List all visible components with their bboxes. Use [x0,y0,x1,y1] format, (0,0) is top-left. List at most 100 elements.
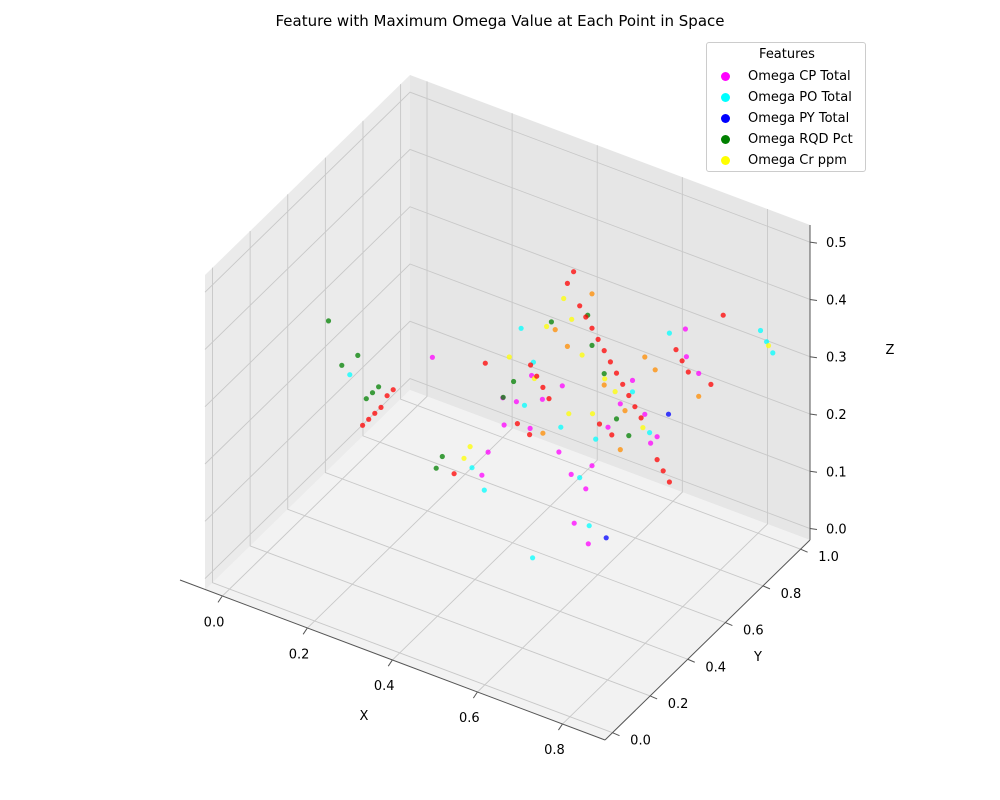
data-point [501,422,507,428]
z-tick [809,413,818,416]
y-tick [687,658,695,663]
data-point [548,319,555,325]
axis-panes [205,75,810,740]
data-point [617,447,623,453]
data-point [601,371,607,377]
data-point [433,465,439,471]
x-grid-line [391,145,598,661]
data-point [514,421,521,427]
data-point [679,358,685,364]
legend-item: Omega PY Total [721,109,849,127]
z-grid-line [204,91,811,293]
data-point [765,343,772,349]
y-tick [612,732,620,737]
data-point [596,421,603,427]
x-tick [558,723,563,731]
data-point [708,381,714,387]
data-point [682,326,689,332]
legend-label: Omega PO Total [748,89,852,105]
data-point [544,323,550,330]
y-tick-label: 0.8 [781,587,802,602]
data-point [461,455,467,461]
data-point [626,392,632,399]
data-point [605,424,611,430]
data-point [720,312,726,318]
data-point [595,336,601,342]
data-point [589,411,596,417]
z-tick-label: 0.5 [826,236,847,251]
legend-item: Omega RQD Pct [721,130,853,148]
data-point [666,479,673,485]
data-point [556,449,562,455]
z-grid-line [204,320,811,522]
data-point [652,367,658,373]
data-point [764,339,770,345]
x-tick [387,659,393,667]
data-point [339,362,345,368]
x-tick [302,628,308,635]
y-grid-line [400,84,801,550]
y-tick-label: 0.6 [743,624,764,639]
data-point [376,384,382,390]
data-point [586,523,592,529]
data-point [506,354,512,360]
z-grid-line [204,206,811,408]
data-point [546,396,552,402]
data-point [527,425,533,431]
z-tick-label: 0.0 [826,523,847,538]
data-point [540,384,546,390]
y-axis-label: Y [753,650,762,665]
data-point [360,422,366,428]
data-point [577,303,583,309]
y-tick [725,622,733,627]
legend-item: Omega Cr ppm [721,151,847,169]
data-point [585,541,591,547]
axes: 0.0 0.2 0.4 0.6 0.8 0.0 0.2 0.4 0.6 0.8 1.0 0.0 0.1 0… [179,225,847,758]
legend-title: Features [759,47,815,62]
data-point [564,280,571,286]
data-point [467,444,473,450]
data-point [479,472,485,478]
z-grid-line [204,378,811,579]
y-tick [762,585,771,590]
data-point [355,352,361,358]
data-point [654,457,660,463]
data-point [617,401,623,407]
data-point [593,436,599,442]
y-tick-label: 0.2 [668,697,689,712]
data-point [325,318,332,324]
x-grid-line [562,209,768,725]
legend-label: Omega PY Total [748,110,850,126]
z-axis-label: Z [886,343,895,358]
legend-marker [721,134,730,144]
z-tick [809,241,818,244]
x-grid-line [477,177,683,693]
x-tick-label: 0.4 [374,679,395,694]
data-point [683,354,690,360]
data-point [660,468,666,474]
data-point [363,396,369,402]
data-point [534,373,540,379]
data-point [521,402,528,408]
floor-pane [205,390,810,740]
z-tick-label: 0.2 [826,408,847,423]
x-grid-line [221,81,428,597]
data-point [372,410,378,416]
y-grid-line [362,120,764,587]
data-point [469,465,475,471]
x-tick [217,596,223,603]
data-point [601,348,607,354]
y-axis-line [604,539,811,741]
data-point [626,433,632,439]
data-point [601,382,607,388]
data-point [665,411,672,417]
data-point [603,535,609,541]
data-point [569,316,575,322]
data-point [612,389,618,395]
z-tick-label: 0.3 [826,351,847,366]
data-point [558,424,564,430]
left-pane [205,75,410,590]
data-point [347,372,353,378]
z-tick [809,356,818,359]
